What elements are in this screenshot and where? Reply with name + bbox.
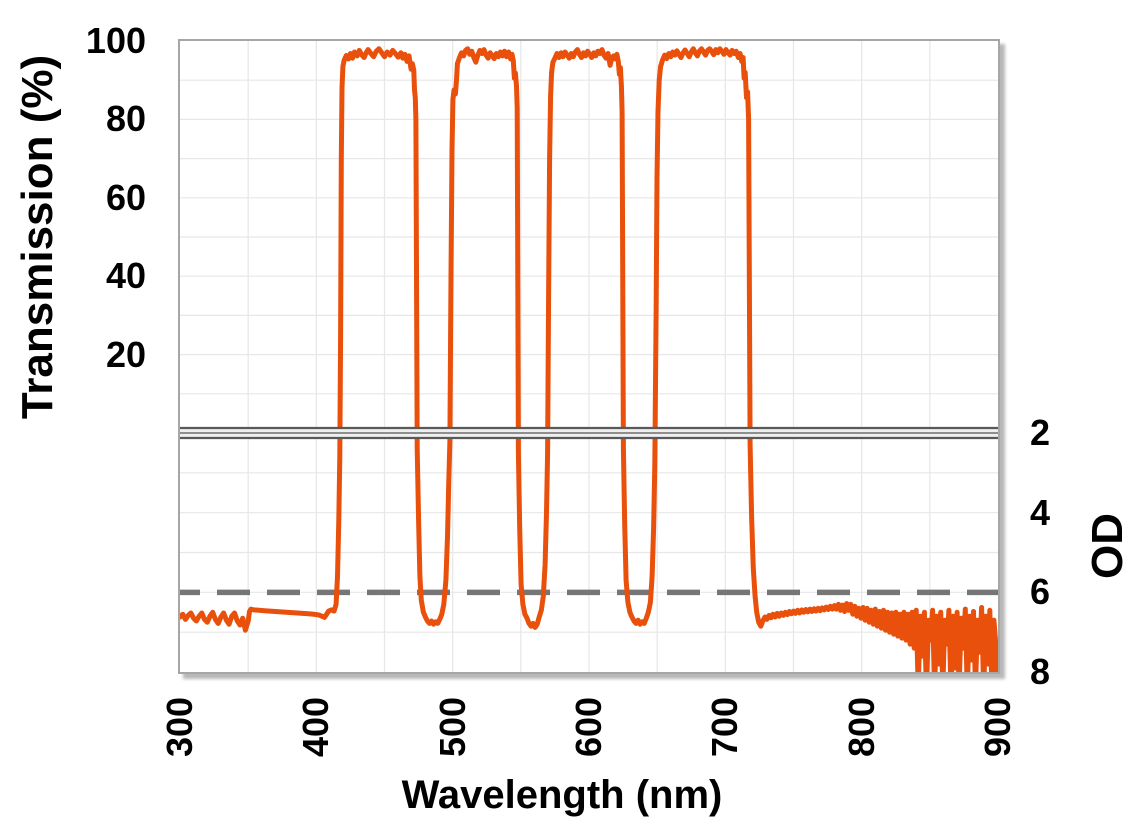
- y-left-tick-label: 60: [105, 176, 146, 218]
- y-left-tick-label: 80: [105, 98, 146, 140]
- axis-break-band: [180, 426, 998, 440]
- x-tick-label: 300: [159, 696, 200, 758]
- spectrum-curve: [180, 46, 998, 672]
- y-left-tick-label: 100: [85, 20, 146, 61]
- y-right-tick-label: 2: [1030, 412, 1051, 453]
- x-tick-label: 500: [431, 696, 473, 758]
- x-tick-label: 800: [840, 696, 882, 758]
- x-tick-label: 900: [977, 696, 1018, 758]
- y-left-tick-label: 20: [105, 333, 146, 375]
- y-left-tick-label: 40: [105, 255, 146, 297]
- transmission-od-spectrum-svg: [180, 41, 998, 672]
- y-right-tick-label: 6: [1030, 571, 1051, 613]
- y-right-tick-label: 4: [1030, 491, 1051, 533]
- y-right-tick-label: 8: [1030, 651, 1051, 692]
- x-tick-label: 400: [295, 696, 337, 758]
- x-tick-label: 700: [704, 696, 746, 758]
- plot-area: [178, 39, 1000, 674]
- x-axis-title: Wavelength (nm): [401, 773, 723, 817]
- gridlines-group: [180, 41, 998, 672]
- y-right-axis-title: OD: [1083, 513, 1132, 579]
- x-tick-label: 600: [568, 696, 609, 758]
